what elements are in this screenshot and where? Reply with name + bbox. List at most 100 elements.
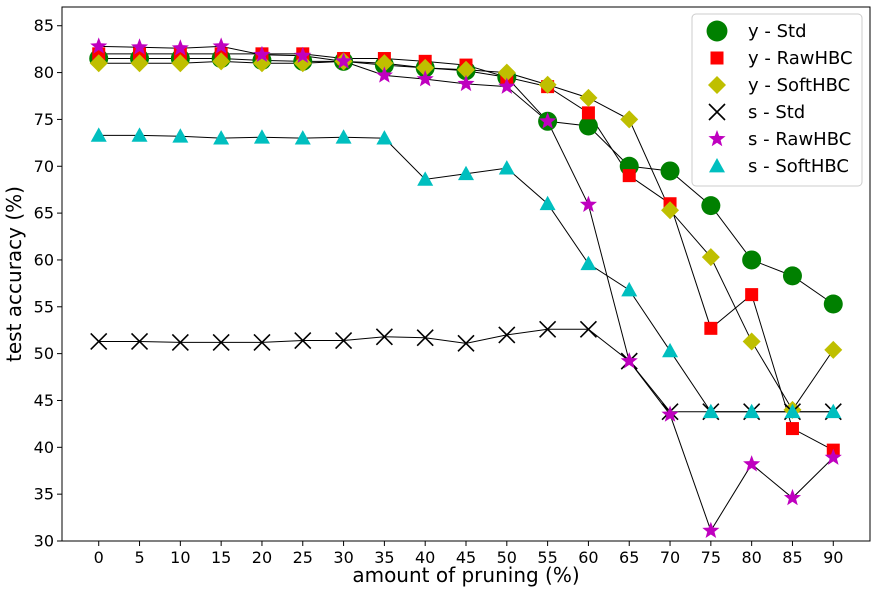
point-y-softhbc-40 <box>416 58 435 77</box>
legend-item-y-rawhbc: y - RawHBC <box>710 48 853 69</box>
point-y-std-90 <box>823 294 843 314</box>
legend-box <box>691 13 863 187</box>
point-s-softhbc-5 <box>131 127 148 142</box>
point-s-softhbc-25 <box>294 130 311 145</box>
point-y-softhbc-70 <box>661 201 680 220</box>
point-y-softhbc-20 <box>252 54 271 73</box>
point-s-rawhbc-40 <box>416 70 434 87</box>
legend-label-s-softhbc: s - SoftHBC <box>748 156 849 177</box>
x-tick-label: 10 <box>170 548 190 567</box>
x-tick-label: 15 <box>211 548 231 567</box>
point-s-rawhbc-5 <box>130 38 149 55</box>
x-tick-label: 85 <box>782 548 802 567</box>
point-y-softhbc-5 <box>130 54 149 73</box>
point-s-rawhbc-75 <box>702 521 720 538</box>
point-s-std-30 <box>335 331 353 350</box>
legend-label-s-rawhbc: s - RawHBC <box>748 129 851 150</box>
point-s-std-10 <box>171 333 189 351</box>
point-s-softhbc-85 <box>784 403 801 419</box>
point-s-softhbc-45 <box>458 165 474 181</box>
point-y-rawhbc-60 <box>581 106 595 120</box>
point-y-std-60 <box>578 116 598 136</box>
x-axis-label: amount of pruning (%) <box>352 563 579 587</box>
point-y-std-75 <box>701 196 721 216</box>
x-tick-label: 80 <box>741 548 761 567</box>
x-tick-label: 40 <box>415 548 435 567</box>
point-s-std-25 <box>294 331 312 350</box>
point-s-rawhbc-85 <box>783 488 802 506</box>
point-s-rawhbc-90 <box>824 448 842 465</box>
point-s-std-15 <box>212 333 230 351</box>
point-s-rawhbc-30 <box>335 52 353 69</box>
series-s-rawhbc <box>90 37 842 538</box>
x-tick-label: 5 <box>134 548 144 567</box>
point-y-rawhbc-65 <box>622 169 636 183</box>
point-s-softhbc-60 <box>580 255 597 271</box>
point-y-softhbc-0 <box>89 54 108 73</box>
y-tick-label: 30 <box>34 532 54 551</box>
point-s-softhbc-55 <box>539 195 556 211</box>
point-s-softhbc-10 <box>172 128 189 143</box>
legend-label-y-rawhbc: y - RawHBC <box>748 48 853 69</box>
legend-marker-y-rawhbc <box>710 51 724 65</box>
point-y-softhbc-45 <box>457 60 475 79</box>
point-s-rawhbc-50 <box>498 77 516 94</box>
legend-item-s-softhbc: s - SoftHBC <box>709 156 849 177</box>
point-y-rawhbc-75 <box>704 321 718 335</box>
x-tick-label: 50 <box>497 548 517 567</box>
point-s-rawhbc-10 <box>171 39 189 56</box>
point-y-softhbc-10 <box>171 54 190 73</box>
legend-marker-s-softhbc <box>709 158 725 173</box>
point-s-softhbc-40 <box>417 171 434 186</box>
point-s-rawhbc-15 <box>212 37 230 54</box>
y-axis-label: test accuracy (%) <box>2 186 26 362</box>
point-s-rawhbc-70 <box>661 405 679 422</box>
series-s-softhbc <box>90 127 842 419</box>
point-s-std-20 <box>253 333 271 351</box>
point-s-rawhbc-80 <box>743 455 761 472</box>
point-s-softhbc-75 <box>702 403 719 419</box>
y-tick-label: 50 <box>34 344 54 363</box>
legend-item-y-std: y - Std <box>706 20 807 42</box>
point-s-std-35 <box>375 328 393 346</box>
y-tick-label: 80 <box>34 63 54 82</box>
point-y-softhbc-90 <box>824 340 843 359</box>
point-y-softhbc-55 <box>538 75 557 94</box>
legend-item-s-rawhbc: s - RawHBC <box>708 129 851 150</box>
point-y-softhbc-35 <box>375 54 394 73</box>
point-s-softhbc-80 <box>743 403 760 419</box>
point-y-rawhbc-85 <box>785 422 799 436</box>
y-tick-label: 85 <box>34 16 54 35</box>
legend-label-s-std: s - Std <box>748 102 805 123</box>
point-s-std-5 <box>130 332 149 351</box>
point-y-rawhbc-80 <box>745 288 759 302</box>
y-tick-label: 60 <box>34 250 54 269</box>
x-axis: 0 5 10 15 20 25 30 35 40 45 50 55 60 65 70 75 80 85 90 <box>94 541 843 567</box>
x-tick-label: 45 <box>456 548 476 567</box>
point-s-softhbc-15 <box>213 130 230 145</box>
legend-marker-s-std <box>708 103 726 121</box>
point-y-softhbc-50 <box>497 63 516 82</box>
point-s-rawhbc-20 <box>253 45 271 63</box>
legend-marker-y-std <box>706 20 728 42</box>
point-s-std-0 <box>90 332 108 351</box>
point-s-rawhbc-65 <box>620 352 638 369</box>
point-s-softhbc-70 <box>662 342 679 358</box>
point-s-std-55 <box>539 320 557 338</box>
point-s-softhbc-30 <box>335 129 352 144</box>
point-y-std-85 <box>782 266 802 286</box>
y-tick-label: 70 <box>34 157 54 176</box>
x-tick-label: 65 <box>619 548 639 567</box>
point-s-std-45 <box>457 334 475 352</box>
point-y-softhbc-80 <box>742 332 761 351</box>
x-tick-label: 35 <box>374 548 394 567</box>
x-tick-label: 90 <box>823 548 843 567</box>
x-tick-label: 30 <box>333 548 353 567</box>
point-s-rawhbc-45 <box>457 74 475 92</box>
x-tick-label: 55 <box>537 548 557 567</box>
point-s-softhbc-50 <box>498 160 515 175</box>
y-tick-label: 35 <box>34 485 54 504</box>
point-s-softhbc-0 <box>90 127 107 142</box>
legend-item-s-std: s - Std <box>708 102 805 123</box>
